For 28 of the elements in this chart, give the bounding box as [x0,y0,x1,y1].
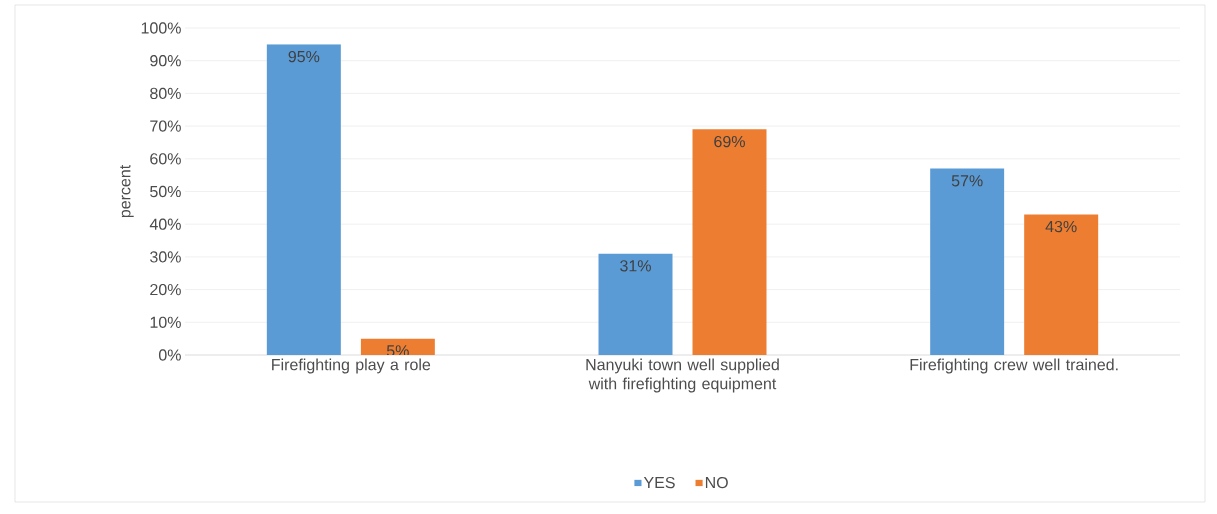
x-tick-label: Firefighting play a role [272,358,431,374]
y-tick-label: 50% [150,185,181,198]
x-tick-label: Nanyuki town well supplied with firefighting equipment [586,358,779,393]
legend-label: NO [705,476,728,489]
y-tick-label: 30% [150,251,181,263]
y-tick-label: 20% [150,283,181,296]
data-label: 57% [951,175,983,187]
y-tick-label: 100% [141,22,181,34]
y-tick-label: 10% [150,316,181,328]
y-tick-label: 0% [158,349,181,361]
y-tick-label: 40% [149,218,181,230]
bar [598,253,673,355]
y-tick-label: 60% [150,153,181,165]
data-label: 95% [288,50,320,63]
data-label: 43% [1045,220,1077,233]
x-tick-label: Firefighting crew well trained. [910,358,1118,374]
data-label: 69% [714,135,745,148]
bar [266,44,341,355]
y-tick-label: 90% [150,55,181,67]
bar [692,129,767,355]
bar [930,168,1005,355]
bar [1024,214,1099,355]
data-label: 31% [620,260,651,272]
y-tick-label: 80% [150,87,181,100]
y-tick-label: 70% [150,120,181,132]
legend-label: YES [643,476,675,489]
y-axis-title: percent [120,164,134,218]
bar [360,338,435,355]
